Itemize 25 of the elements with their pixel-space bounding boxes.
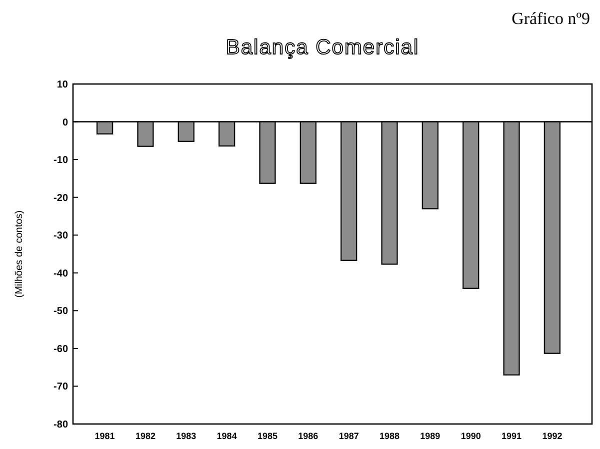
y-tick-label: -30 — [54, 230, 68, 242]
x-tick-label: 1981 — [94, 431, 115, 441]
y-tick-label: -20 — [54, 192, 68, 204]
x-tick-label: 1988 — [379, 431, 400, 441]
x-tick-label: 1982 — [135, 431, 156, 441]
x-tick-label: 1983 — [176, 431, 196, 441]
x-tick-label: 1992 — [542, 431, 562, 441]
text: Gráfico nº9 — [512, 9, 590, 28]
chart-title: Balança Comercial — [226, 36, 420, 59]
x-tick-label: 1989 — [420, 431, 440, 441]
y-tick-label: -80 — [54, 420, 68, 430]
x-tick-label: 1987 — [338, 431, 359, 441]
y-tick-label: -50 — [54, 306, 68, 318]
y-tick-label: 0 — [62, 117, 68, 128]
y-tick-label: 10 — [56, 80, 68, 90]
y-axis-title: (Milhões de contos) — [14, 210, 25, 298]
x-tick-label: 1985 — [257, 431, 278, 441]
x-tick-label: 1991 — [502, 431, 522, 441]
y-tick-label: -70 — [54, 382, 68, 393]
x-tick-label: 1986 — [298, 431, 318, 441]
y-tick-label: -40 — [54, 268, 68, 280]
y-tick-label: -60 — [54, 344, 68, 355]
y-tick-label: -10 — [54, 155, 68, 166]
x-tick-label: 1984 — [216, 431, 237, 441]
x-tick-label: 1990 — [460, 431, 481, 441]
